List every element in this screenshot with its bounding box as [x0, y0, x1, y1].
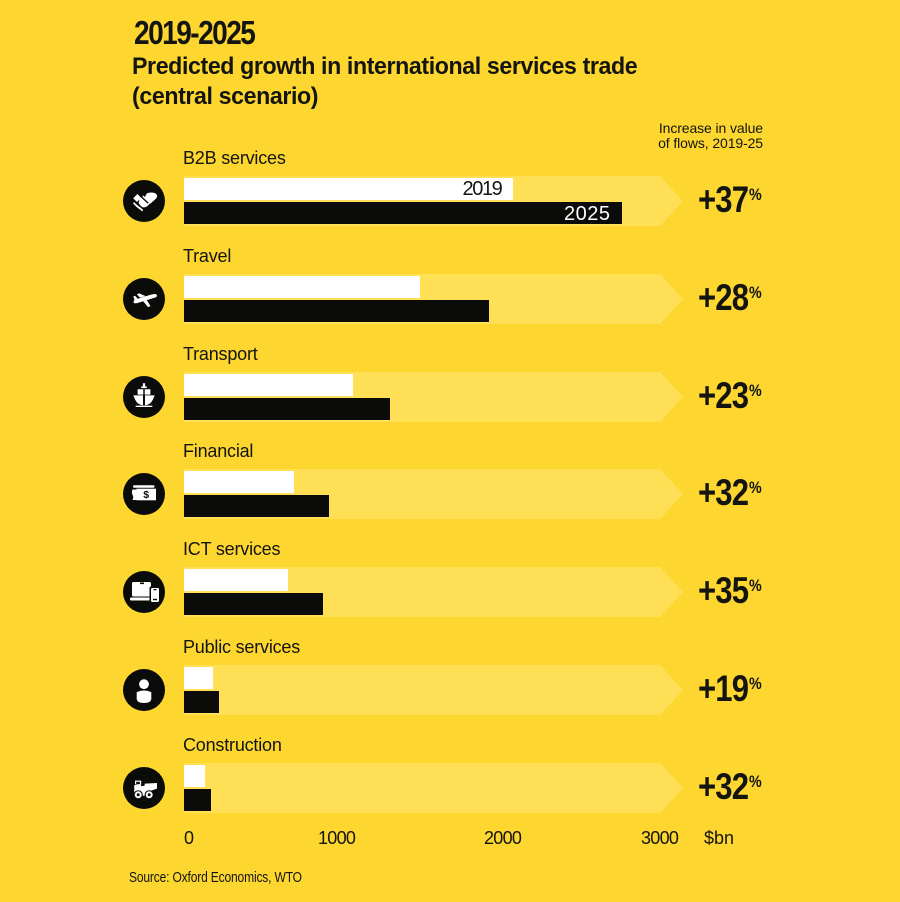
- svg-text:$: $: [143, 489, 149, 501]
